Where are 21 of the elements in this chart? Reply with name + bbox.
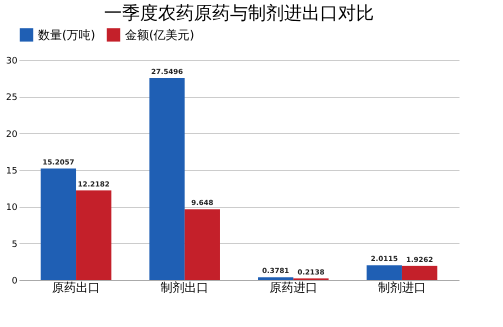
x-tick-label: 原药进口 — [269, 280, 318, 294]
bar — [76, 190, 112, 280]
legend-label: 金额(亿美元) — [125, 28, 194, 42]
y-tick-label: 10 — [6, 203, 18, 214]
x-tick-label: 原药出口 — [52, 280, 100, 294]
bar — [258, 277, 294, 280]
bar — [149, 78, 185, 280]
y-tick-label: 30 — [6, 56, 18, 66]
bar — [402, 266, 438, 280]
y-tick-label: 15 — [6, 166, 18, 176]
x-tick-label: 制剂出口 — [160, 280, 209, 294]
x-tick-label: 制剂进口 — [378, 280, 426, 294]
chart-title: 一季度农药原药与制剂进出口对比 — [104, 3, 374, 24]
bar — [366, 265, 402, 280]
y-tick-label: 25 — [6, 93, 18, 104]
y-tick-label: 20 — [6, 130, 18, 140]
bar — [40, 168, 76, 280]
y-tick-label: 5 — [12, 240, 18, 250]
bar — [184, 209, 220, 280]
y-tick-label: 0 — [12, 276, 18, 286]
legend-label: 数量(万吨) — [38, 28, 96, 42]
